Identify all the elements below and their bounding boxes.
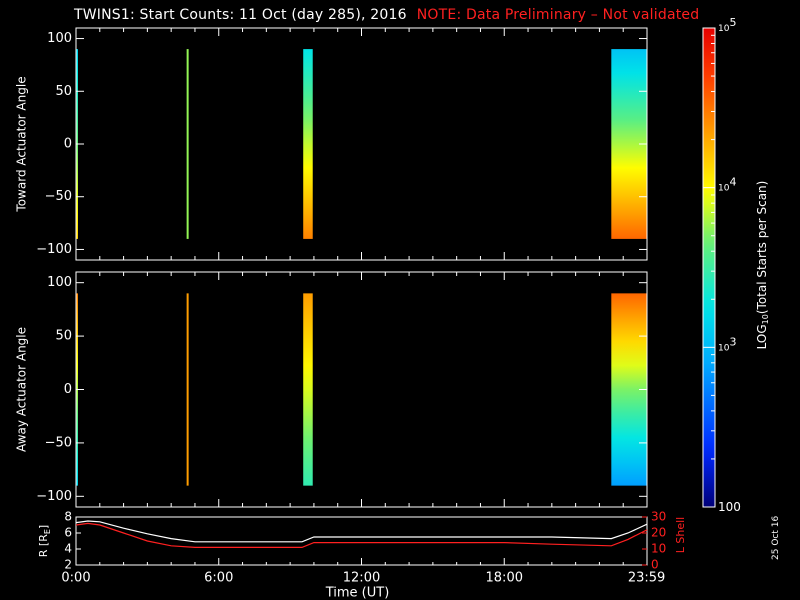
x-tick-label: 6:00 <box>204 571 233 586</box>
x-axis-label: Time (UT) <box>325 586 390 600</box>
orbit-ytick-right-label: 0 <box>651 558 659 572</box>
orbit-lshell-line <box>75 522 648 549</box>
colorbar-tick-label: 105 <box>718 16 736 34</box>
toward-ylabel: Toward Actuator Angle <box>15 76 29 212</box>
orbit-ytick-right-label: 20 <box>651 526 666 540</box>
toward-ytick-label: 50 <box>55 84 72 99</box>
colorbar-label: LOG10(Total Starts per Scan) <box>755 181 770 350</box>
toward-data-block-2 <box>303 49 313 239</box>
toward-panel-bg <box>76 28 647 260</box>
orbit-ytick-left-label: 4 <box>64 542 72 556</box>
away-data-block-2 <box>303 293 313 486</box>
away-data-block-1 <box>186 293 189 486</box>
orbit-radius-line <box>75 520 648 543</box>
toward-ytick-label: 0 <box>64 137 72 152</box>
x-tick-label: 18:00 <box>486 571 523 586</box>
title-note: NOTE: Data Preliminary – Not validated <box>416 7 700 23</box>
x-tick-label: 12:00 <box>343 571 380 586</box>
orbit-ytick-left-label: 6 <box>64 526 72 540</box>
generation-date: 25 Oct 16 <box>771 515 781 560</box>
orbit-ytick-right-label: 30 <box>651 510 666 524</box>
orbit-ylabel-right: L Shell <box>674 517 687 553</box>
toward-ytick-label: 100 <box>47 31 72 46</box>
away-panel-bg <box>76 272 647 507</box>
orbit-ylabel-left: R [RE] <box>37 525 52 557</box>
colorbar-tick-label: 100 <box>718 500 741 514</box>
away-ytick-label: 100 <box>47 275 72 290</box>
colorbar <box>702 27 716 508</box>
away-ytick-label: 0 <box>64 382 72 397</box>
x-tick-label: 0:00 <box>61 571 90 586</box>
title-main: TWINS1: Start Counts: 11 Oct (day 285), … <box>74 7 407 23</box>
orbit-ytick-right-label: 10 <box>651 542 666 556</box>
orbit-ytick-left-label: 8 <box>64 510 72 524</box>
toward-ytick-label: −100 <box>36 242 72 257</box>
toward-ytick-label: −50 <box>45 189 72 204</box>
away-ytick-label: −100 <box>36 489 72 504</box>
away-ytick-label: −50 <box>45 435 72 450</box>
colorbar-tick-label: 103 <box>718 335 736 353</box>
away-ylabel: Away Actuator Angle <box>15 327 29 452</box>
away-ytick-label: 50 <box>55 329 72 344</box>
colorbar-tick-label: 104 <box>718 176 736 194</box>
orbit-panel-frame <box>75 516 648 566</box>
toward-data-block-1 <box>186 49 189 239</box>
chart-title: TWINS1: Start Counts: 11 Oct (day 285), … <box>74 7 699 23</box>
x-tick-label: 23:59 <box>628 571 665 586</box>
orbit-ytick-left-label: 2 <box>64 558 72 572</box>
